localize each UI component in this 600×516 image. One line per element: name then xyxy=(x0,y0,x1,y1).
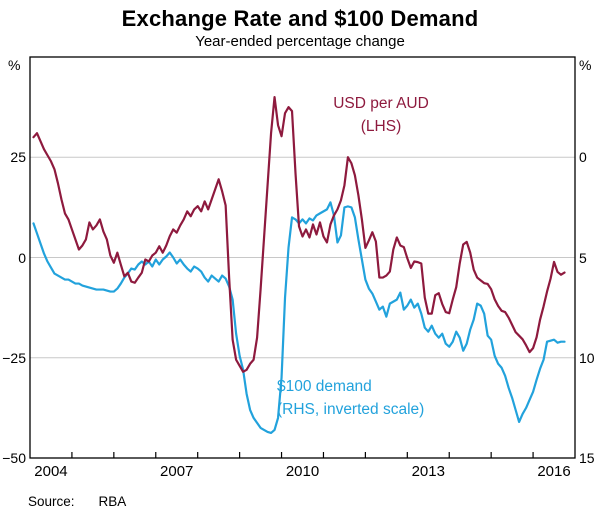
left-axis-tick-label: 0 xyxy=(18,249,26,266)
source-value: RBA xyxy=(98,494,127,509)
right-axis-tick-label: 0 xyxy=(579,149,587,166)
annotation-100-demand-line2: (RHS, inverted scale) xyxy=(277,401,425,418)
left-axis-tick-label: −50 xyxy=(2,450,26,466)
x-axis-year-label: 2004 xyxy=(34,463,68,480)
right-axis-tick-label: 5 xyxy=(579,249,587,266)
x-axis-year-label: 2016 xyxy=(537,463,571,480)
chart-subtitle: Year-ended percentage change xyxy=(195,33,405,50)
left-axis-tick-label: −25 xyxy=(2,349,26,366)
source-label: Source: xyxy=(28,494,75,509)
x-axis-year-label: 2007 xyxy=(160,463,194,480)
annotation-usd-per-aud-line2: (LHS) xyxy=(360,118,402,135)
x-axis-year-label: 2010 xyxy=(285,463,320,480)
annotation-usd-per-aud-line1: USD per AUD xyxy=(333,95,429,112)
x-axis-year-label: 2013 xyxy=(411,463,445,480)
left-axis-tick-label: 25 xyxy=(10,149,26,166)
source-note: Source: RBA xyxy=(28,494,126,509)
series-line-usd-per-aud xyxy=(32,95,566,373)
right-axis-unit: % xyxy=(579,57,592,73)
chart-title: Exchange Rate and $100 Demand xyxy=(121,6,479,31)
annotation-usd-per-aud: USD per AUD (LHS) xyxy=(333,92,429,138)
plot-frame xyxy=(29,56,576,459)
annotation-100-demand-line1: $100 demand xyxy=(277,378,372,395)
right-axis-tick-label: 10 xyxy=(579,349,595,366)
left-axis-unit: % xyxy=(8,57,21,73)
right-axis-tick-label: 15 xyxy=(579,450,595,466)
annotation-100-demand: $100 demand (RHS, inverted scale) xyxy=(277,375,424,421)
